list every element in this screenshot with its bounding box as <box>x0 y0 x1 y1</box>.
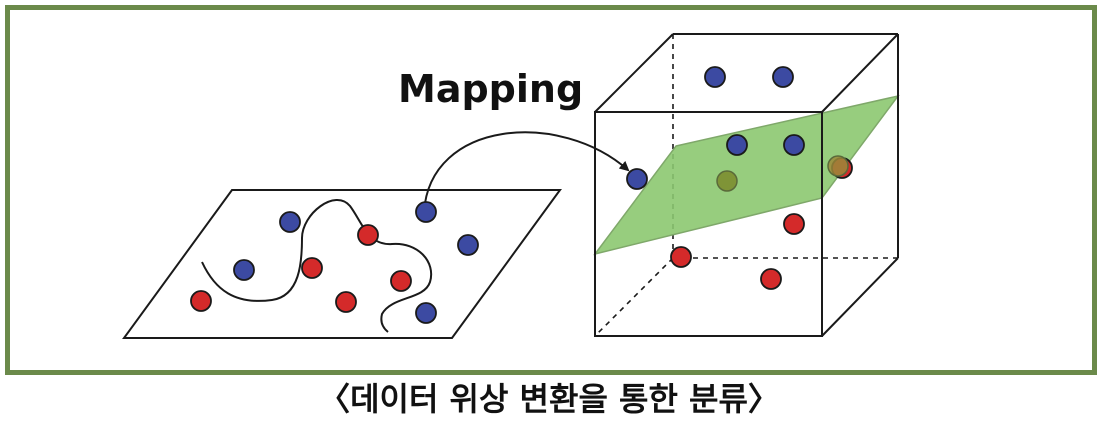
blue-point <box>626 168 648 190</box>
blue-point <box>726 134 748 156</box>
input-space-plane <box>122 189 562 339</box>
red-point <box>301 257 323 279</box>
red-point <box>670 246 692 268</box>
occluded-point <box>827 155 849 177</box>
red-point <box>760 268 782 290</box>
nonlinear-boundary-curve <box>201 199 433 333</box>
red-point <box>190 290 212 312</box>
blue-point <box>233 259 255 281</box>
feature-space-cube <box>594 33 899 337</box>
blue-point <box>457 234 479 256</box>
blue-point <box>279 211 301 233</box>
blue-point <box>415 201 437 223</box>
red-point <box>357 224 379 246</box>
blue-point <box>704 66 726 88</box>
mapping-arrow <box>423 131 630 213</box>
red-point <box>335 291 357 313</box>
blue-point <box>783 134 805 156</box>
diagram-caption: 〈데이터 위상 변환을 통한 분류〉 <box>318 380 780 418</box>
blue-point <box>772 66 794 88</box>
red-point <box>390 270 412 292</box>
red-point <box>783 213 805 235</box>
feature-space-cube-hidden-edges <box>594 34 898 337</box>
occluded-point <box>716 170 738 192</box>
data-points <box>190 66 853 324</box>
blue-point <box>415 302 437 324</box>
mapping-label: Mapping <box>398 67 584 111</box>
